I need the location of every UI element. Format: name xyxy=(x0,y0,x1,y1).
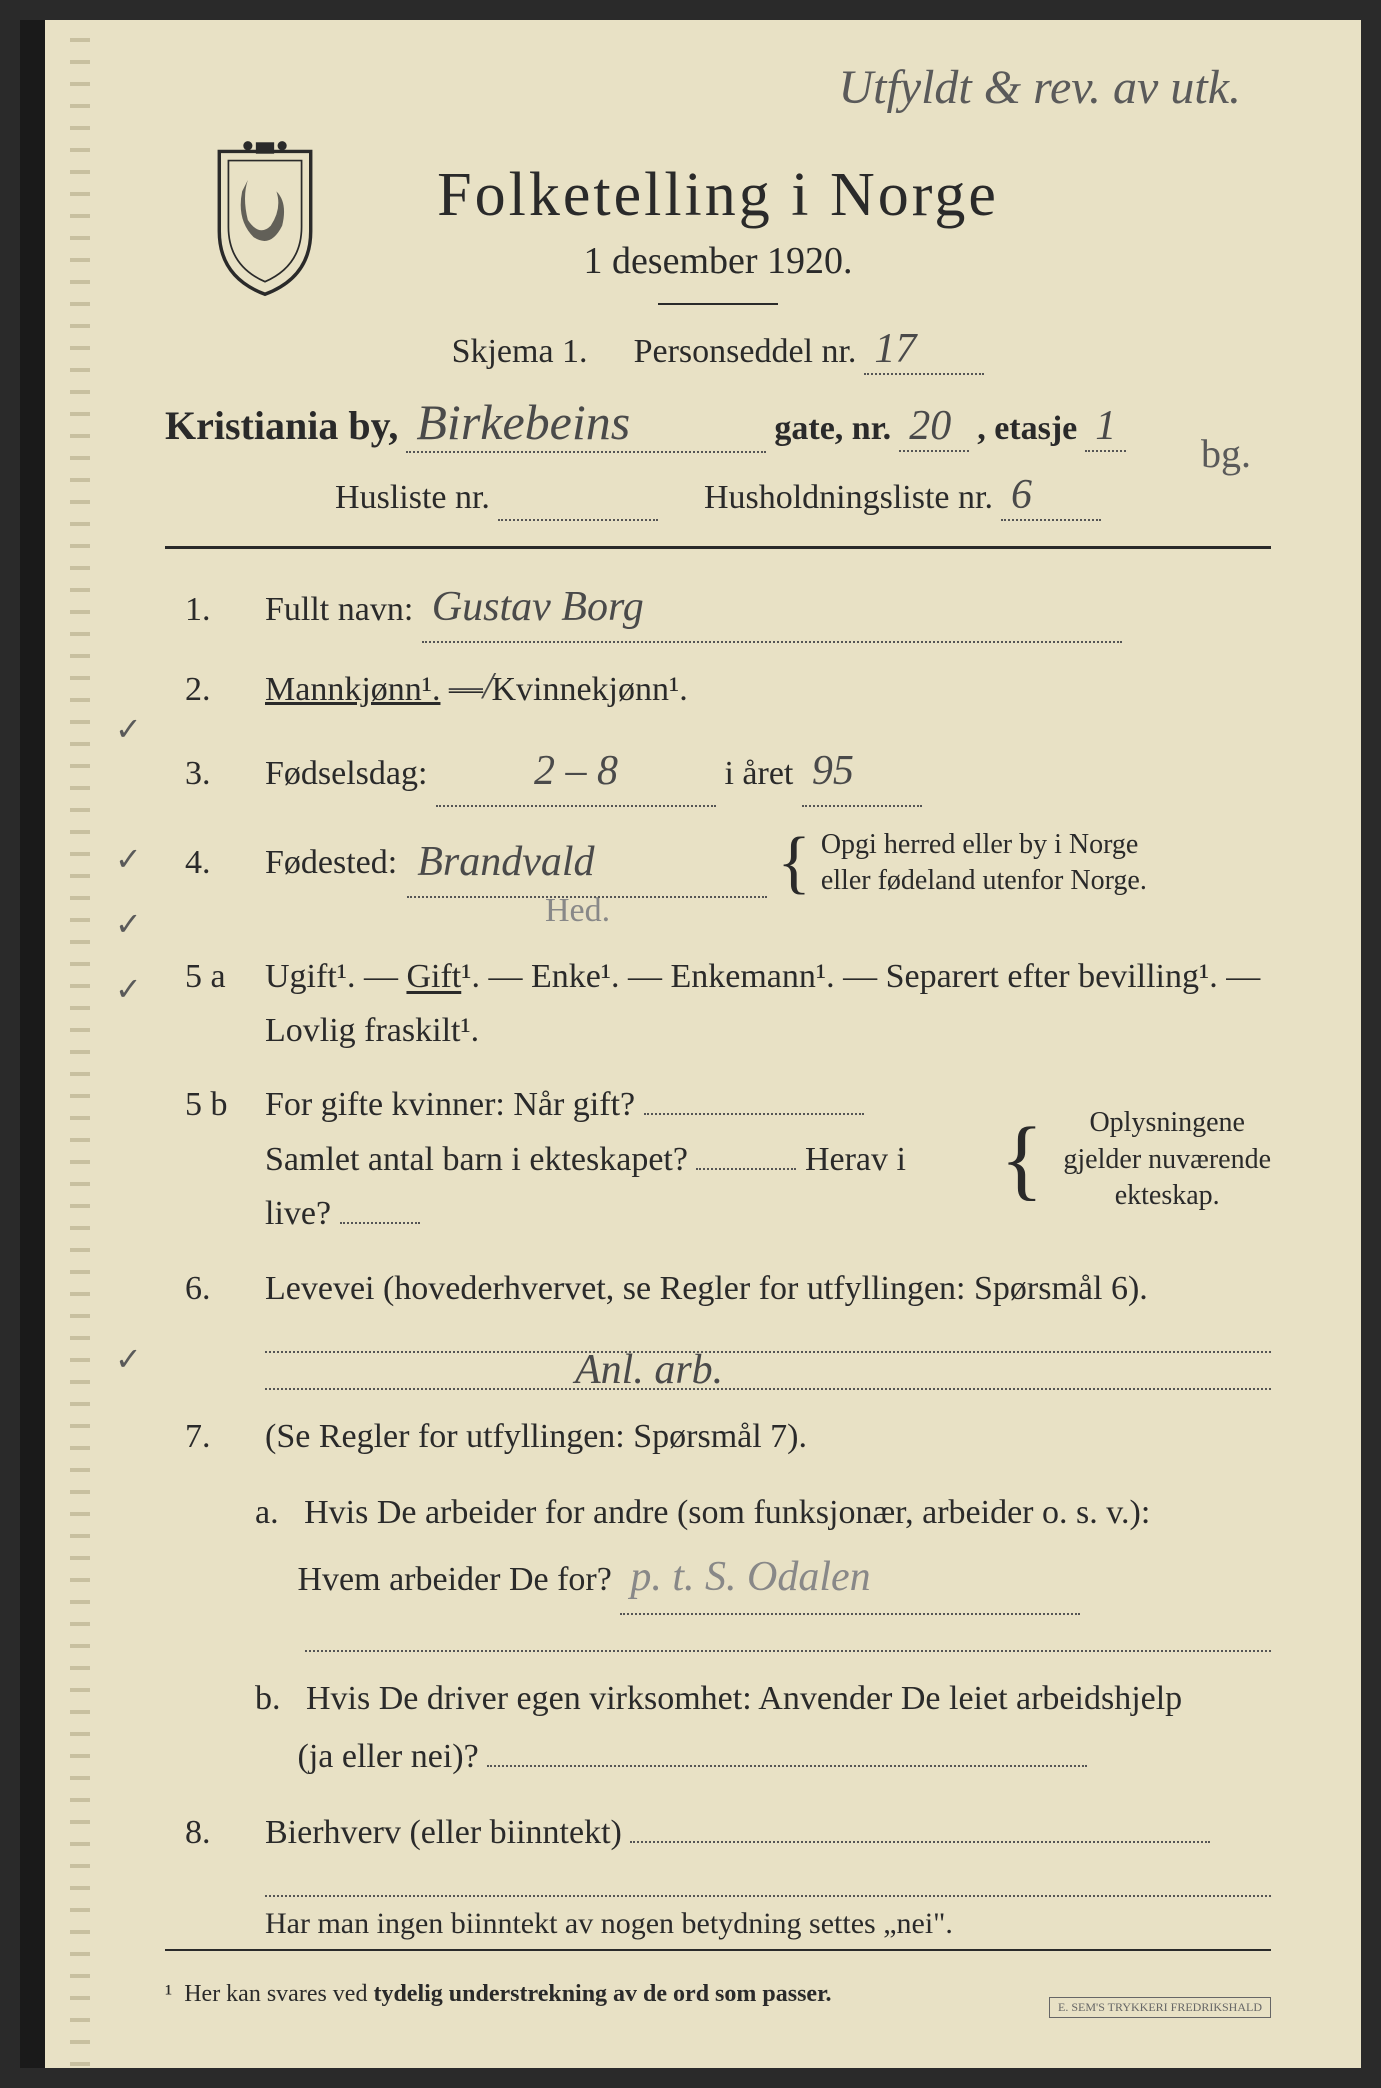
q4-num: 4. xyxy=(185,844,245,882)
footnote-marker: ¹ xyxy=(165,1981,172,2007)
personseddel-label: Personseddel nr. xyxy=(634,333,857,371)
question-3: 3. Fødselsdag: 2 – 8 i året 95 xyxy=(185,738,1271,807)
check-mark: ✓ xyxy=(115,970,142,1008)
q3-year-label: i året xyxy=(724,755,793,792)
q5b-label2: Samlet antal barn i ekteskapet? xyxy=(265,1141,688,1178)
q7a-label: a. xyxy=(255,1494,279,1531)
margin-note-bg: bg. xyxy=(1201,430,1251,477)
city-label: Kristiania by, xyxy=(165,402,398,449)
q6-num: 6. xyxy=(185,1270,245,1308)
q5b-note3: ekteskap. xyxy=(1115,1180,1220,1211)
q7-label: (Se Regler for utfyllingen: Spørsmål 7). xyxy=(265,1418,807,1455)
coat-of-arms-icon xyxy=(205,140,325,300)
q8-num: 8. xyxy=(185,1814,245,1852)
q7a-value: p. t. S. Odalen xyxy=(620,1554,880,1600)
q5a-num: 5 a xyxy=(185,958,245,996)
question-4: 4. Fødested: Brandvald { Opgi herred ell… xyxy=(185,827,1271,900)
question-8: 8. Bierhverv (eller biinntekt) xyxy=(185,1806,1271,1860)
form-header: Folketelling i Norge 1 desember 1920. xyxy=(165,160,1271,305)
q7b-text2: (ja eller nei)? xyxy=(298,1738,479,1775)
q5b-note: Oplysningene gjelder nuværende ekteskap. xyxy=(1063,1105,1271,1214)
q7a-text2: Hvem arbeider De for? xyxy=(298,1561,612,1598)
q2-female: Kvinnekjønn¹. xyxy=(491,671,687,708)
q5b-num: 5 b xyxy=(185,1086,245,1124)
q8-label: Bierhverv (eller biinntekt) xyxy=(265,1814,622,1851)
gate-nr-value: 20 xyxy=(899,403,961,449)
q6-label: Levevei (hovederhvervet, se Regler for u… xyxy=(265,1270,1148,1307)
q7b-label: b. xyxy=(255,1680,281,1717)
section-divider xyxy=(165,546,1271,549)
top-handwritten-annotation: Utfyldt & rev. av utk. xyxy=(838,60,1241,115)
address-line: Kristiania by, Birkebeins gate, nr. 20 ,… xyxy=(165,393,1271,453)
etasje-label: , etasje xyxy=(977,410,1077,448)
question-7: 7. (Se Regler for utfyllingen: Spørsmål … xyxy=(185,1410,1271,1464)
bracket-icon: { xyxy=(777,842,811,884)
schema-line: Skjema 1. Personseddel nr. 17 xyxy=(165,325,1271,375)
bottom-instruction: Har man ingen biinntekt av nogen betydni… xyxy=(265,1907,1271,1941)
q1-num: 1. xyxy=(185,591,245,629)
husholdning-label: Husholdningsliste nr. xyxy=(704,479,993,517)
gate-label: gate, nr. xyxy=(774,410,891,448)
personseddel-value: 17 xyxy=(864,326,926,372)
husliste-label: Husliste nr. xyxy=(335,479,490,517)
title-divider xyxy=(658,303,778,305)
census-form-page: Utfyldt & rev. av utk. Folketelling i No… xyxy=(20,20,1361,2068)
list-numbers-line: Husliste nr. Husholdningsliste nr. 6 xyxy=(165,471,1271,521)
question-7a: a. Hvis De arbeider for andre (som funks… xyxy=(255,1484,1271,1615)
q7b-text1: Hvis De driver egen virksomhet: Anvender… xyxy=(306,1680,1182,1717)
husliste-value xyxy=(498,472,518,518)
q2-male: Mannkjønn¹. xyxy=(265,671,440,708)
q7a-text1: Hvis De arbeider for andre (som funksjon… xyxy=(304,1494,1150,1531)
question-5b: 5 b For gifte kvinner: Når gift? Samlet … xyxy=(185,1078,1271,1241)
q3-year-value: 95 xyxy=(802,748,864,794)
q5a-options: Ugift¹. — Gift¹. — Enke¹. — Enkemann¹. —… xyxy=(265,958,1260,995)
q4-label: Fødested: xyxy=(265,836,397,890)
q5a-line2: Lovlig fraskilt¹. xyxy=(265,1012,479,1049)
q4-note: Opgi herred eller by i Norge eller fødel… xyxy=(821,827,1147,900)
question-6: 6. Levevei (hovederhvervet, se Regler fo… xyxy=(185,1262,1271,1316)
q4-value: Brandvald xyxy=(407,839,604,885)
perforation-edge xyxy=(70,20,90,2068)
q5b-note1: Oplysningene xyxy=(1089,1107,1245,1138)
q8-extra-line xyxy=(265,1895,1271,1897)
printer-stamp: E. SEM'S TRYKKERI FREDRIKSHALD xyxy=(1049,1997,1271,2018)
q5b-label1: For gifte kvinner: Når gift? xyxy=(265,1086,635,1123)
check-mark: ✓ xyxy=(115,1340,142,1378)
q7a-extra-line xyxy=(305,1650,1271,1652)
footnote-bold: tydelig understrekning av de ord som pas… xyxy=(373,1981,831,2007)
q3-num: 3. xyxy=(185,755,245,793)
footnote-divider xyxy=(165,1949,1271,1951)
q3-label: Fødselsdag: xyxy=(265,755,427,792)
question-5a: 5 a Ugift¹. — Gift¹. — Enke¹. — Enkemann… xyxy=(185,950,1271,1059)
question-1: 1. Fullt navn: Gustav Borg xyxy=(185,574,1271,643)
street-value: Birkebeins xyxy=(406,394,640,450)
q1-value: Gustav Borg xyxy=(422,584,654,630)
schema-label: Skjema 1. xyxy=(452,333,588,371)
q6-value: Anl. arb. xyxy=(565,1346,733,1394)
q2-num: 2. xyxy=(185,671,245,709)
question-7b: b. Hvis De driver egen virksomhet: Anven… xyxy=(255,1670,1271,1786)
check-mark: ✓ xyxy=(115,905,142,943)
form-title: Folketelling i Norge xyxy=(165,160,1271,231)
bracket-icon: { xyxy=(1000,1133,1043,1187)
etasje-value: 1 xyxy=(1085,403,1126,449)
question-2: 2. Mannkjønn¹. — —/ Kvinnekjønn¹. xyxy=(185,663,1271,717)
q7-num: 7. xyxy=(185,1418,245,1456)
q6-answer-line: Anl. arb. xyxy=(265,1388,1271,1390)
form-date: 1 desember 1920. xyxy=(165,239,1271,283)
q6-blank-line xyxy=(265,1351,1271,1353)
q4-note-line2: eller fødeland utenfor Norge. xyxy=(821,865,1147,896)
footnote-text: Her kan svares ved xyxy=(184,1981,373,2007)
q1-label: Fullt navn: xyxy=(265,591,413,628)
check-mark: ✓ xyxy=(115,840,142,878)
check-mark: ✓ xyxy=(115,710,142,748)
q4-note-line1: Opgi herred eller by i Norge xyxy=(821,829,1139,860)
husholdning-value: 6 xyxy=(1001,472,1042,518)
q2-strike: —/ xyxy=(439,656,503,717)
q5b-note2: gjelder nuværende xyxy=(1063,1144,1271,1175)
q3-day-value: 2 – 8 xyxy=(524,748,628,794)
